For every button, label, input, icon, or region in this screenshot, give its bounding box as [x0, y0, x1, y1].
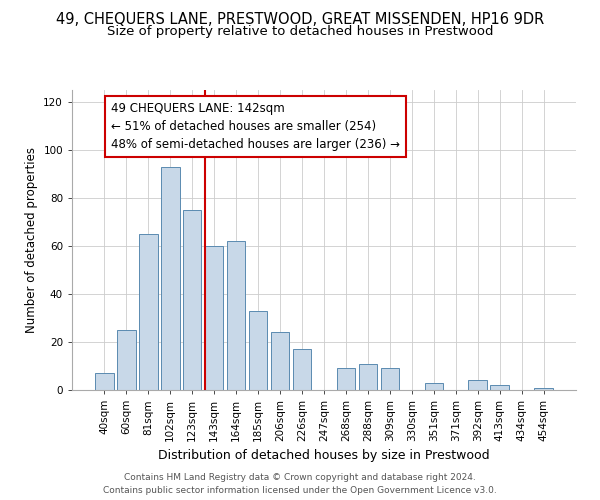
Bar: [271, 332, 289, 390]
Bar: [337, 368, 355, 390]
Text: 49 CHEQUERS LANE: 142sqm
← 51% of detached houses are smaller (254)
48% of semi-: 49 CHEQUERS LANE: 142sqm ← 51% of detach…: [111, 102, 400, 151]
Text: 49, CHEQUERS LANE, PRESTWOOD, GREAT MISSENDEN, HP16 9DR: 49, CHEQUERS LANE, PRESTWOOD, GREAT MISS…: [56, 12, 544, 28]
Text: Contains HM Land Registry data © Crown copyright and database right 2024.
Contai: Contains HM Land Registry data © Crown c…: [103, 474, 497, 495]
Text: Size of property relative to detached houses in Prestwood: Size of property relative to detached ho…: [107, 25, 493, 38]
Bar: [95, 373, 113, 390]
Bar: [117, 330, 136, 390]
Bar: [469, 380, 487, 390]
Bar: [535, 388, 553, 390]
Bar: [249, 311, 268, 390]
Bar: [359, 364, 377, 390]
Bar: [183, 210, 202, 390]
Bar: [425, 383, 443, 390]
Bar: [205, 246, 223, 390]
Bar: [139, 234, 158, 390]
Bar: [293, 349, 311, 390]
Y-axis label: Number of detached properties: Number of detached properties: [25, 147, 38, 333]
Bar: [380, 368, 399, 390]
Bar: [227, 241, 245, 390]
Bar: [161, 167, 179, 390]
Bar: [490, 385, 509, 390]
X-axis label: Distribution of detached houses by size in Prestwood: Distribution of detached houses by size …: [158, 450, 490, 462]
